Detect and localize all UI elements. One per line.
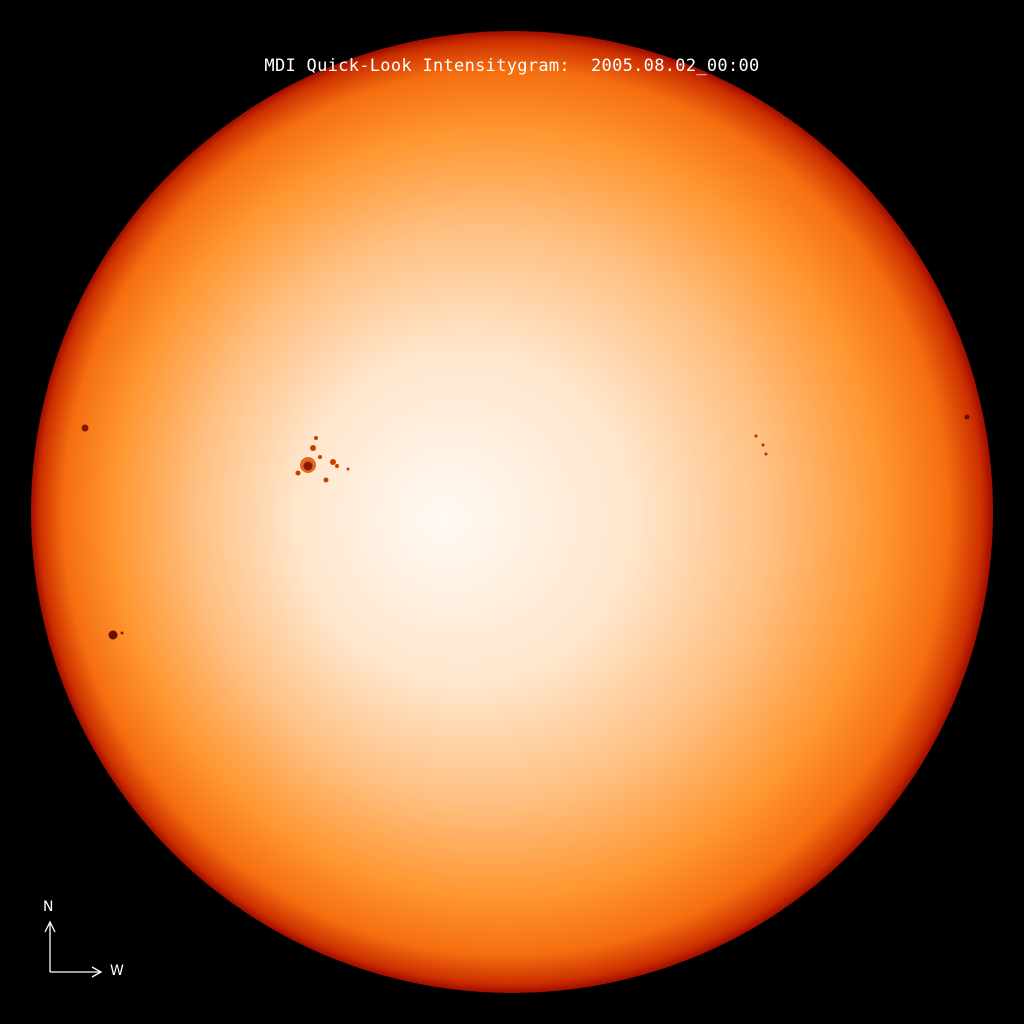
sunspot-left-lower <box>108 630 124 640</box>
image-title: MDI Quick-Look Intensitygram: 2005.08.02… <box>264 56 760 76</box>
sun-disk <box>31 31 993 993</box>
north-label: N <box>43 899 54 915</box>
west-label: W <box>110 963 124 979</box>
sunspot-right <box>754 434 768 456</box>
compass-arrows-icon <box>44 920 103 978</box>
sunspot-left-upper <box>81 424 89 432</box>
sunspot-group-main <box>295 436 350 483</box>
sunspot-right-limb <box>964 414 970 420</box>
